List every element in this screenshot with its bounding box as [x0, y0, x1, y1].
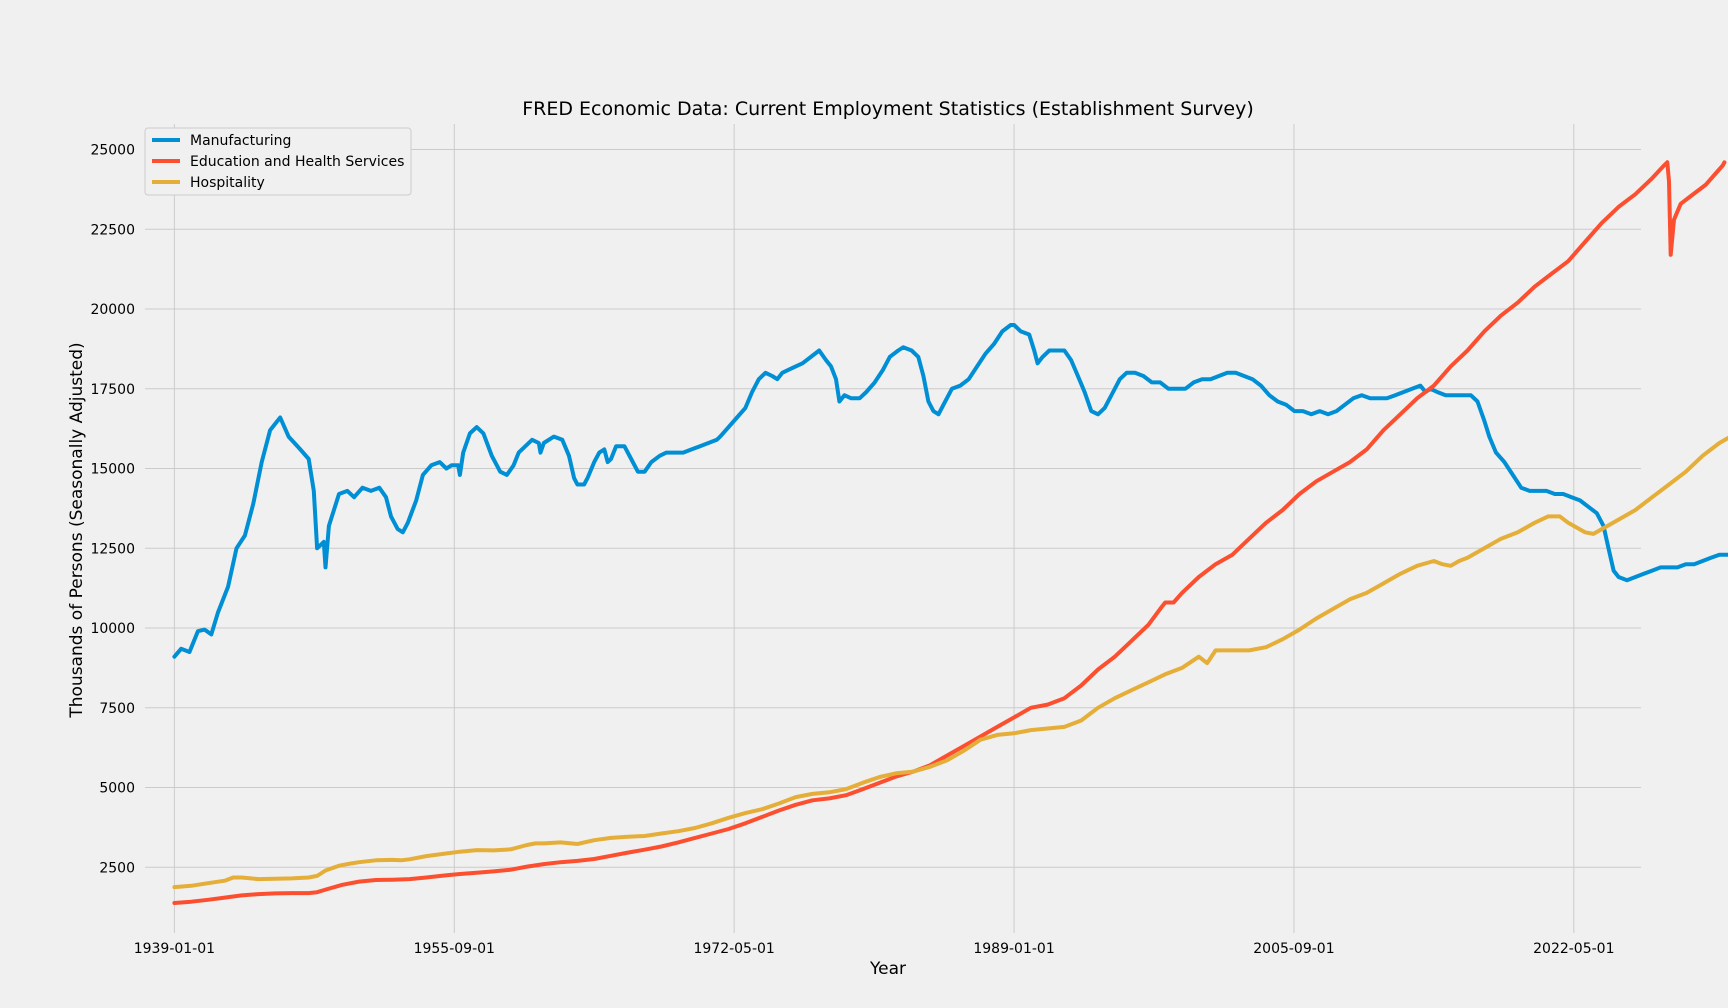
x-tick-label: 2022-05-01	[1533, 941, 1614, 957]
x-tick-labels: 1939-01-01 1955-09-01 1972-05-01 1989-01-01…	[134, 941, 1615, 957]
y-tick-label: 25000	[90, 143, 135, 159]
x-tick-label: 1955-09-01	[414, 941, 495, 957]
grid	[145, 124, 1641, 933]
y-tick-labels: 2500 5000 7500 10000 12500 15000 17500 20000 225…	[90, 143, 135, 877]
series-lines	[172, 160, 1728, 905]
legend-label: Manufacturing	[190, 133, 291, 149]
x-tick-label: 1939-01-01	[134, 941, 215, 957]
x-tick-label: 1972-05-01	[693, 941, 774, 957]
y-tick-label: 10000	[90, 621, 135, 637]
y-axis-label: Thousands of Persons (Seasonally Adjuste…	[67, 342, 87, 718]
x-tick-label: 2005-09-01	[1253, 941, 1334, 957]
legend-label: Hospitality	[190, 175, 265, 191]
x-axis-label: Year	[869, 959, 906, 979]
chart-title: FRED Economic Data: Current Employment S…	[522, 98, 1254, 120]
series-line-hospitality	[172, 435, 1728, 890]
y-tick-label: 17500	[90, 382, 135, 398]
y-tick-label: 5000	[99, 781, 135, 797]
legend-label: Education and Health Services	[190, 154, 404, 170]
y-tick-label: 7500	[99, 701, 135, 717]
series-line-education-and-health-services	[172, 160, 1727, 905]
legend: Manufacturing Education and Health Servic…	[144, 127, 412, 196]
y-tick-label: 20000	[90, 302, 135, 318]
legend-box	[144, 127, 412, 196]
y-tick-label: 22500	[90, 222, 135, 238]
y-tick-label: 2500	[99, 860, 135, 876]
y-tick-label: 15000	[90, 462, 135, 478]
x-tick-label: 1989-01-01	[973, 941, 1054, 957]
series-line-manufacturing	[172, 323, 1728, 659]
y-tick-label: 12500	[90, 541, 135, 557]
